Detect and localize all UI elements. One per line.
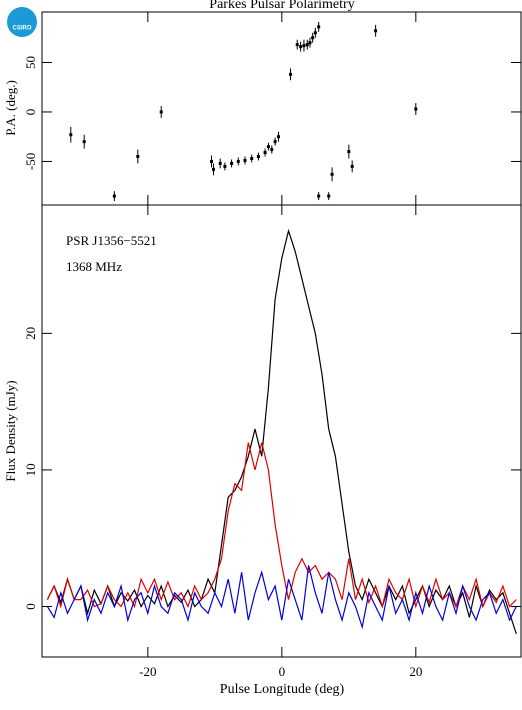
pa-point	[308, 37, 312, 48]
point	[276, 135, 280, 139]
y-tick-label: 10	[23, 463, 38, 476]
y-tick-label: -50	[23, 153, 38, 170]
x-tick-label: 0	[279, 664, 286, 679]
logo	[7, 7, 37, 37]
pa-point	[289, 68, 293, 81]
point	[266, 145, 270, 149]
point	[414, 107, 418, 111]
point	[256, 155, 260, 159]
y-tick-label: 50	[23, 56, 38, 69]
x-tick-label: -20	[139, 664, 156, 679]
point	[317, 194, 321, 198]
point	[313, 31, 317, 35]
y-axis-label: P.A. (deg.)	[3, 80, 18, 136]
x-tick-label: 20	[409, 664, 422, 679]
pa-point	[299, 41, 303, 52]
point	[317, 25, 321, 29]
pa-point	[317, 21, 321, 32]
flux-line	[46, 442, 517, 609]
pa-point	[159, 106, 163, 118]
pa-point	[374, 24, 378, 37]
pa-point	[347, 144, 351, 159]
pa-point	[112, 191, 116, 202]
pa-point	[266, 142, 270, 151]
pa-point	[302, 39, 306, 52]
point	[347, 150, 351, 154]
pa-point	[276, 131, 280, 142]
point	[273, 140, 277, 144]
point	[295, 43, 299, 47]
pa-point	[317, 192, 321, 201]
pa-point	[311, 32, 315, 43]
point	[82, 140, 86, 144]
pa-point	[243, 156, 247, 165]
point	[212, 167, 216, 171]
point	[311, 36, 315, 40]
point	[250, 156, 254, 160]
flux-line	[46, 228, 517, 634]
point	[302, 44, 306, 48]
pa-point	[218, 158, 222, 169]
point	[223, 164, 227, 168]
y-tick-label: 0	[23, 109, 38, 116]
point	[209, 159, 213, 163]
pa-point	[295, 39, 299, 50]
point	[69, 133, 73, 137]
point	[218, 161, 222, 165]
frame	[41, 11, 522, 206]
point	[112, 194, 116, 198]
point	[374, 29, 378, 33]
pa-point	[263, 148, 267, 157]
pa-point	[350, 160, 354, 173]
point	[308, 41, 312, 45]
pa-point	[236, 157, 240, 166]
pa-point	[230, 159, 234, 168]
pa-point	[250, 154, 254, 163]
point	[350, 164, 354, 168]
y-tick-label: 20	[23, 327, 38, 340]
pa-point	[256, 152, 260, 161]
pa-point	[330, 167, 334, 182]
y-axis-label: Flux Density (mJy)	[3, 380, 18, 481]
annotation: 1368 MHz	[66, 259, 122, 274]
annotation: PSR J1356−5521	[66, 233, 157, 248]
pa-point	[136, 149, 140, 164]
pa-point	[327, 192, 331, 201]
point	[159, 110, 163, 114]
pa-point	[313, 27, 317, 38]
y-tick-label: 0	[23, 603, 38, 610]
pa-point	[69, 126, 73, 143]
pa-point	[82, 134, 86, 149]
point	[236, 159, 240, 163]
pa-point	[223, 162, 227, 171]
logo-text: CSIRO	[12, 26, 31, 32]
point	[330, 172, 334, 176]
point	[327, 194, 331, 198]
pa-point	[273, 137, 277, 146]
point	[136, 155, 140, 159]
point	[243, 158, 247, 162]
pa-point	[270, 145, 274, 154]
point	[230, 161, 234, 165]
flux-line	[46, 565, 517, 630]
pa-point	[209, 155, 213, 168]
point	[263, 151, 267, 155]
pa-point	[414, 103, 418, 115]
x-axis-label: Pulse Longitude (deg)	[220, 682, 345, 697]
point	[305, 43, 309, 47]
chart-title: Parkes Pulsar Polarimetry	[209, 0, 354, 12]
pa-point	[212, 163, 216, 176]
point	[299, 45, 303, 49]
pa-point	[305, 39, 309, 50]
point	[289, 72, 293, 76]
point	[270, 148, 274, 152]
